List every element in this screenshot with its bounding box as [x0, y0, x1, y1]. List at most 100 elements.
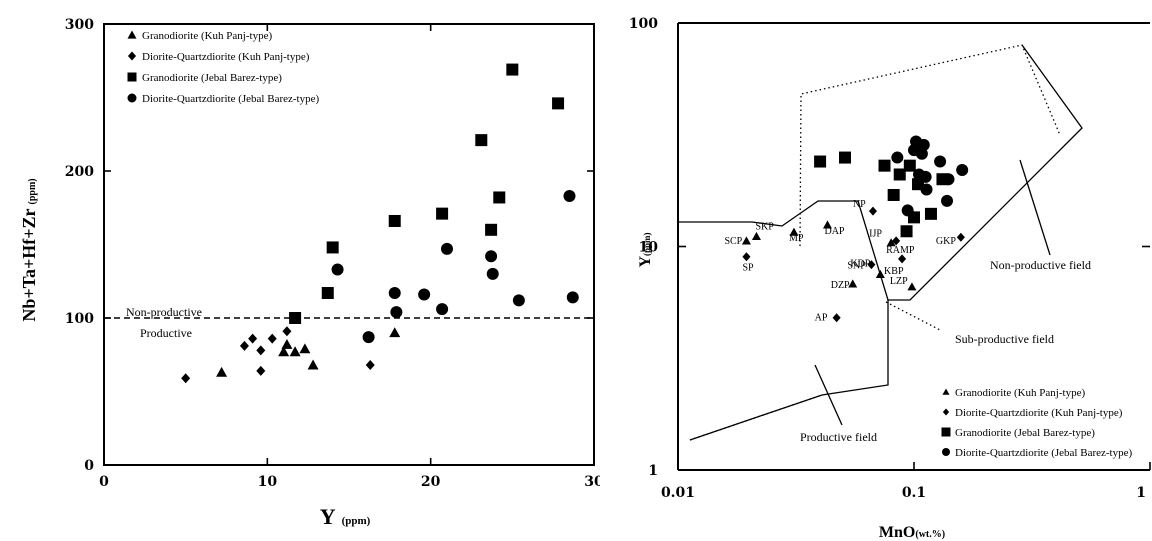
right-point-square — [887, 188, 900, 201]
right-point-triangle — [907, 282, 917, 291]
right-point-circle — [910, 135, 923, 148]
point-label: SCP — [724, 236, 742, 247]
left-point-circle — [566, 291, 579, 304]
left-point-circle — [418, 288, 431, 301]
left-legend-marker-triangle — [127, 30, 137, 39]
left-point-diamond — [282, 326, 292, 337]
right-legend-label: Granodiorite (Kuh Panj-type) — [955, 387, 1085, 399]
right-point-square — [814, 155, 827, 168]
right-point-triangle — [751, 231, 761, 240]
left-point-triangle — [278, 346, 290, 357]
right-x-tick-label: 0.1 — [902, 485, 926, 501]
left-x-tick-label: 0 — [99, 474, 109, 490]
left-point-circle — [441, 242, 453, 255]
left-point-circle — [436, 303, 449, 316]
left-point-circle — [388, 287, 401, 300]
right-point-square — [838, 151, 851, 164]
left-x-tick-label: 10 — [258, 474, 278, 490]
left-legend-label: Granodiorite (Kuh Panj-type) — [142, 30, 272, 42]
non-productive-pointer — [1019, 159, 1051, 256]
point-label: SKP — [755, 221, 774, 232]
point-label: GKP — [936, 236, 956, 247]
left-point-diamond — [267, 333, 277, 344]
left-x-tick-label: 30 — [584, 474, 600, 490]
left-point-circle — [362, 331, 375, 344]
productive-pointer — [814, 364, 843, 426]
right-point-circle — [913, 168, 926, 181]
point-label: KDP — [850, 258, 870, 269]
dotted-field-boundary — [799, 44, 1061, 247]
right-point-circle — [891, 151, 904, 164]
right-point-triangle — [822, 220, 832, 229]
left-point-triangle — [216, 366, 228, 377]
productive-field-boundary — [689, 300, 889, 441]
point-label: DAP — [824, 226, 844, 237]
left-y-tick-label: 200 — [65, 164, 94, 180]
left-point-triangle — [289, 346, 301, 357]
right-point-circle — [942, 173, 955, 186]
sub-productive-field-label: Sub-productive field — [955, 332, 1054, 346]
left-point-circle — [512, 294, 525, 307]
right-point-circle — [941, 194, 954, 207]
left-point-diamond — [256, 345, 266, 356]
left-point-circle — [485, 250, 498, 263]
left-point-triangle — [299, 343, 311, 354]
right-legend-marker-triangle — [942, 388, 950, 395]
left-point-diamond — [248, 333, 258, 344]
right-x-tick-label: 1 — [1136, 485, 1146, 501]
left-legend-label: Granodiorite (Jebal Barez-type) — [142, 72, 282, 84]
right-point-square — [893, 168, 906, 181]
left-y-tick-label: 100 — [65, 311, 94, 327]
right-point-diamond — [868, 206, 878, 216]
left-point-circle — [390, 306, 403, 319]
left-point-square — [436, 207, 449, 220]
right-point-triangle — [875, 269, 885, 279]
left-point-square — [326, 241, 339, 254]
left-legend-marker-circle — [127, 93, 137, 103]
right-legend-marker-square — [941, 427, 951, 437]
point-label: SP — [742, 263, 754, 274]
left-y-axis-label: Nb+Ta+Hf+Zr(ppm) — [19, 178, 39, 321]
right-legend-label: Granodiorite (Jebal Barez-type) — [955, 427, 1095, 439]
right-point-triangle — [741, 236, 751, 245]
right-point-diamond — [742, 252, 751, 262]
left-point-triangle — [307, 359, 319, 370]
left-point-square — [388, 214, 401, 227]
right-point-square — [903, 159, 916, 172]
right-point-diamond — [867, 260, 876, 270]
right-legend-marker-circle — [942, 448, 950, 456]
right-point-diamond — [956, 232, 965, 242]
left-x-tick-label: 20 — [421, 474, 441, 490]
right-point-triangle — [789, 227, 799, 236]
right-legend-marker-diamond — [942, 408, 950, 416]
right-y-tick-label: 100 — [629, 16, 658, 32]
right-legend: Granodiorite (Kuh Panj-type) Diorite-Quar… — [941, 387, 1132, 459]
right-point-square — [908, 211, 920, 224]
left-point-circle — [563, 189, 576, 202]
left-legend-marker-square — [127, 72, 137, 82]
left-point-triangle — [389, 327, 401, 338]
left-point-square — [493, 191, 506, 204]
left-point-diamond — [365, 360, 375, 371]
right-point-diamond — [892, 236, 901, 246]
left-y-tick-label: 300 — [65, 17, 94, 33]
field-boundary — [678, 44, 1083, 301]
point-label: KBP — [884, 266, 904, 277]
right-legend-label: Diorite-Quartzdiorite (Kuh Panj-type) — [955, 407, 1123, 419]
left-legend-label: Diorite-Quartzdiorite (Kuh Panj-type) — [142, 51, 310, 63]
productive-field-label: Productive field — [800, 430, 877, 444]
right-point-diamond — [898, 254, 907, 264]
right-point-square — [900, 225, 913, 238]
sub-productive-pointer — [885, 301, 941, 331]
point-label: AP — [815, 313, 828, 324]
non-productive-field-label: Non-productive field — [990, 258, 1091, 272]
left-point-triangle — [281, 338, 293, 349]
productive-label: Productive — [140, 326, 192, 340]
left-point-circle — [331, 263, 344, 276]
right-point-circle — [934, 155, 947, 168]
left-point-diamond — [256, 365, 266, 376]
left-point-square — [321, 287, 334, 300]
point-label: RAMP — [886, 245, 915, 256]
